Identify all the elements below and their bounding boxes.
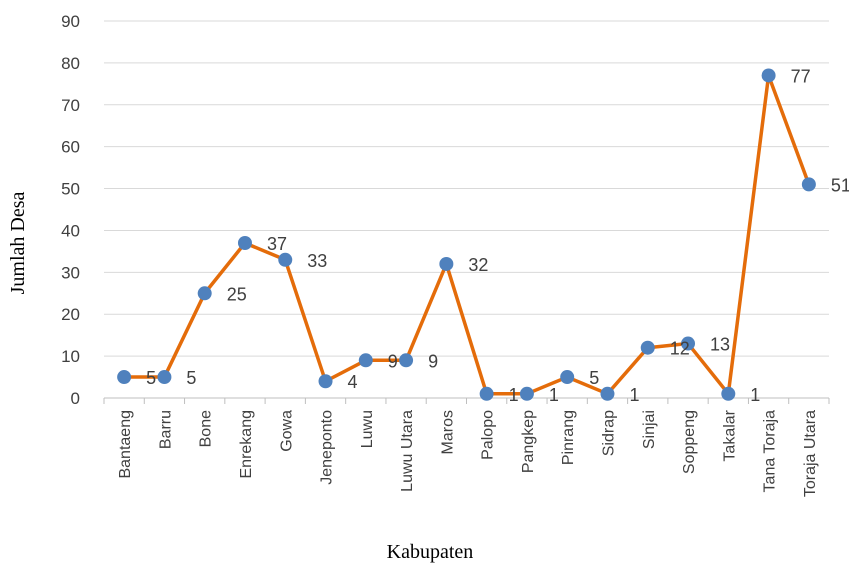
y-axis-title: Jumlah Desa xyxy=(7,192,29,295)
x-tick-label: Luwu Utara xyxy=(399,410,416,492)
data-label: 9 xyxy=(388,351,398,371)
data-label: 77 xyxy=(791,66,811,86)
y-tick-label: 60 xyxy=(61,138,80,157)
data-point xyxy=(801,177,816,192)
x-axis-ticks: Bantaeng Barru Bone Enrekang Gowa Jeneponto Lu… xyxy=(103,398,830,497)
data-point xyxy=(197,286,212,301)
data-point xyxy=(318,374,333,389)
data-point xyxy=(721,386,736,401)
data-label: 1 xyxy=(629,385,639,405)
x-tick-label: Pinrang xyxy=(560,410,577,465)
data-label: 9 xyxy=(428,351,438,371)
x-tick-label: Soppeng xyxy=(681,410,698,474)
x-tick-label: Enrekang xyxy=(238,410,255,479)
data-point xyxy=(560,370,575,385)
data-point xyxy=(157,370,172,385)
x-tick-label: Sinjai xyxy=(641,410,658,449)
y-tick-label: 40 xyxy=(61,221,80,240)
series-layer xyxy=(117,68,816,401)
x-tick-label: Gowa xyxy=(278,410,295,452)
y-tick-label: 50 xyxy=(61,180,80,199)
x-tick-label: Pangkep xyxy=(520,410,537,473)
series-line xyxy=(122,73,811,396)
x-tick-label: Tana Toraja xyxy=(762,410,779,493)
gridlines xyxy=(104,20,829,399)
x-tick-label: Barru xyxy=(157,410,174,449)
y-tick-label: 10 xyxy=(61,347,80,366)
data-point xyxy=(358,353,373,368)
data-label: 5 xyxy=(186,368,196,388)
y-tick-label: 20 xyxy=(61,305,80,324)
y-tick-label: 90 xyxy=(61,12,80,31)
data-label: 1 xyxy=(750,385,760,405)
x-tick-label: Sidrap xyxy=(600,410,617,456)
data-label: 1 xyxy=(549,385,559,405)
data-point xyxy=(439,256,454,271)
x-axis-title: Kabupaten xyxy=(387,541,474,563)
x-tick-label: Luwu xyxy=(359,410,376,448)
data-label: 1 xyxy=(509,385,519,405)
y-tick-label: 80 xyxy=(61,54,80,73)
data-point xyxy=(519,386,534,401)
data-label: 25 xyxy=(227,284,247,304)
data-label: 4 xyxy=(348,372,358,392)
y-axis-ticks: 0 10 20 30 40 50 60 70 80 90 xyxy=(61,12,80,408)
data-point xyxy=(600,386,615,401)
data-point xyxy=(640,340,655,355)
x-tick-label: Toraja Utara xyxy=(802,410,819,497)
data-point xyxy=(117,370,132,385)
data-label: 33 xyxy=(307,251,327,271)
x-tick-label: Takalar xyxy=(721,409,738,461)
data-label: 51 xyxy=(831,175,849,195)
data-label: 12 xyxy=(670,339,690,359)
data-point xyxy=(237,236,252,251)
y-tick-label: 30 xyxy=(61,263,80,282)
data-point xyxy=(479,386,494,401)
data-point xyxy=(278,252,293,267)
y-tick-label: 70 xyxy=(61,96,80,115)
data-label: 32 xyxy=(468,255,488,275)
data-label: 37 xyxy=(267,234,287,254)
x-tick-label: Maros xyxy=(439,410,456,454)
x-tick-label: Jeneponto xyxy=(319,410,336,485)
x-tick-label: Bantaeng xyxy=(117,410,134,479)
data-point xyxy=(399,353,414,368)
data-point xyxy=(681,336,696,351)
data-label: 13 xyxy=(710,335,730,355)
y-tick-label: 0 xyxy=(71,389,80,408)
data-label: 5 xyxy=(589,368,599,388)
data-label: 5 xyxy=(146,368,156,388)
x-tick-label: Palopo xyxy=(480,410,497,460)
x-tick-label: Bone xyxy=(198,410,215,447)
data-point xyxy=(761,68,776,83)
